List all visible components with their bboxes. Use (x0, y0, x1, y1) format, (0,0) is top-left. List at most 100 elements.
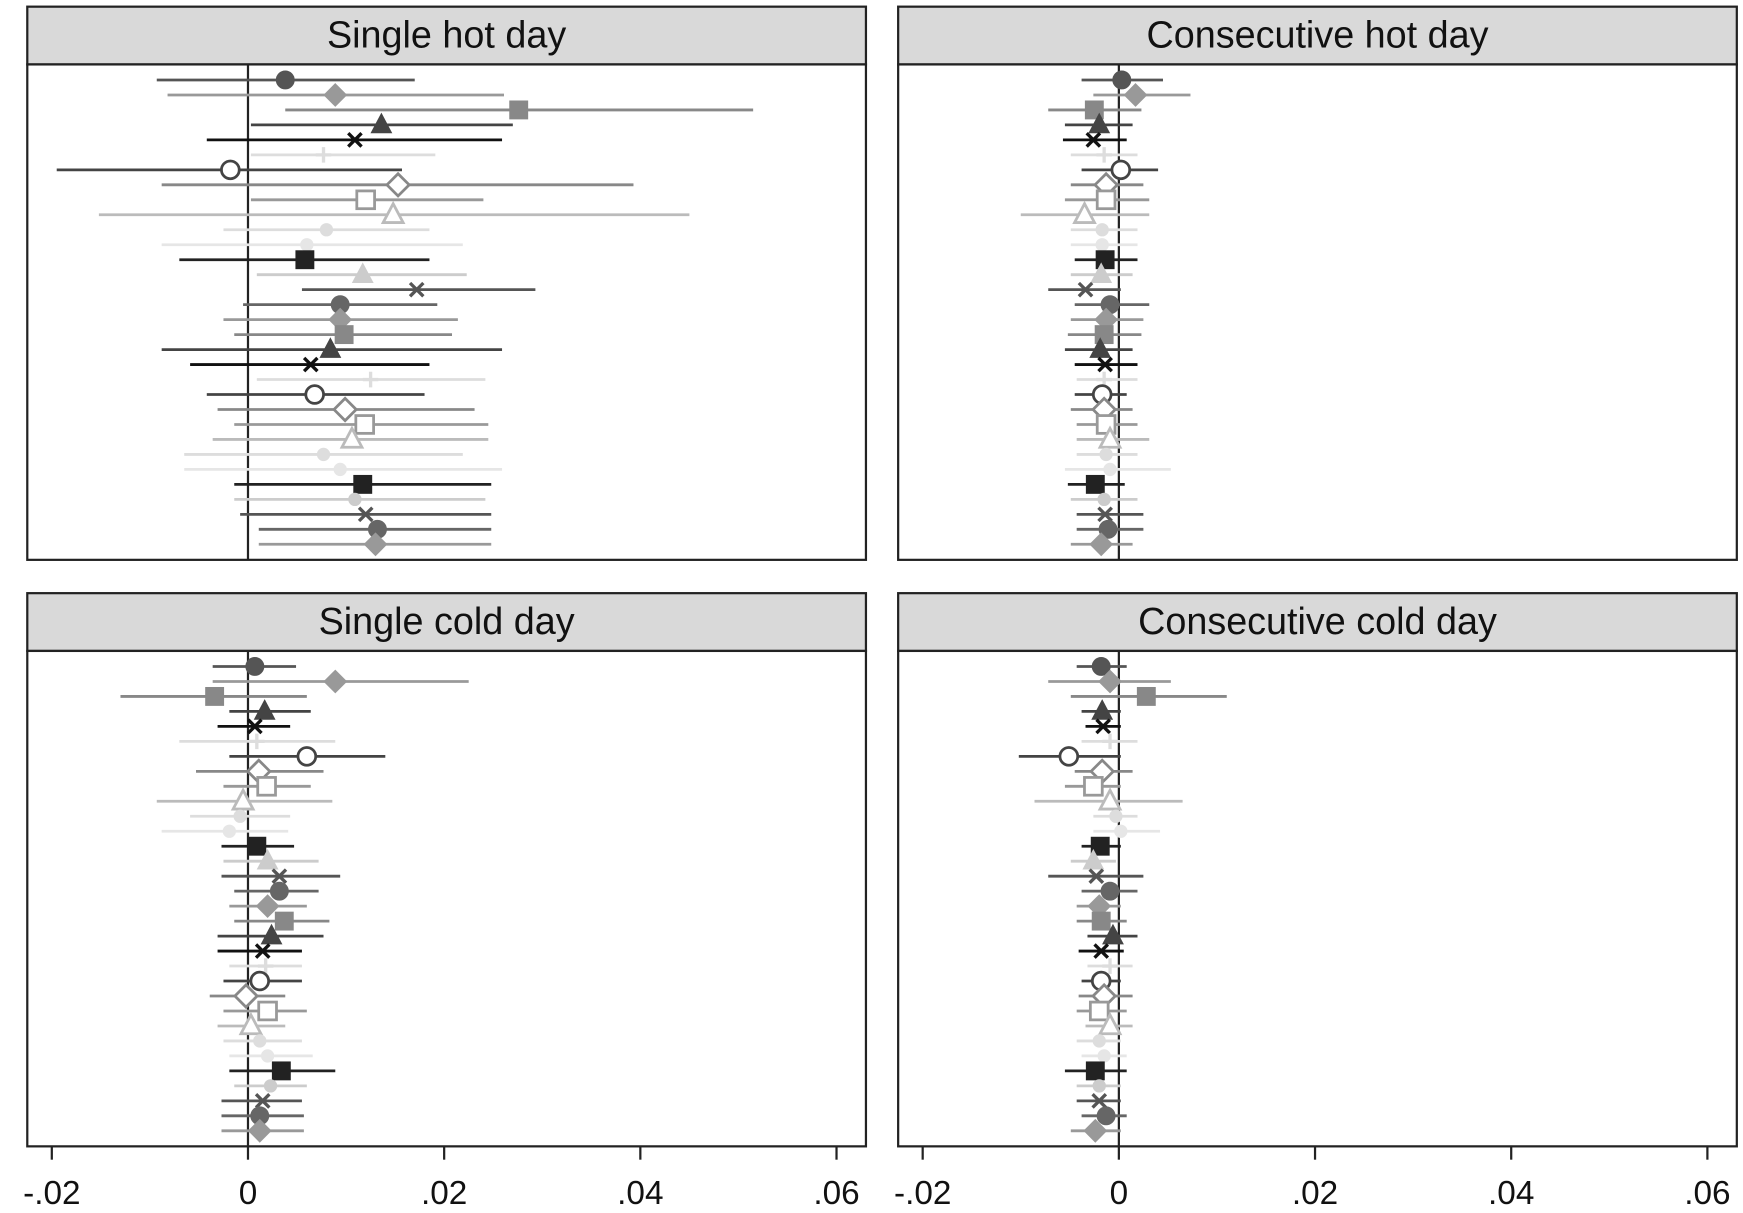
marker (1083, 776, 1104, 797)
marker (249, 733, 265, 750)
marker (319, 223, 334, 237)
marker (384, 171, 412, 198)
marker (362, 371, 379, 388)
x-tick-label: .06 (1684, 1175, 1730, 1212)
marker (333, 462, 347, 477)
marker (408, 281, 425, 298)
marker (257, 958, 274, 974)
panel-title: Single cold day (319, 601, 575, 643)
marker (1136, 686, 1156, 706)
x-tick-label: -.02 (894, 1175, 951, 1212)
marker (230, 787, 256, 811)
marker (256, 776, 277, 797)
marker (222, 824, 237, 838)
marker (1112, 70, 1132, 90)
x-tick-label: .06 (813, 1175, 859, 1212)
marker (205, 686, 225, 706)
marker (1095, 223, 1109, 237)
marker (332, 396, 359, 423)
marker (1082, 848, 1105, 870)
marker (247, 836, 267, 856)
panel-header (26, 592, 868, 653)
marker (1095, 238, 1109, 252)
marker (302, 356, 319, 373)
plot-frame (26, 63, 868, 561)
x-tick-label: .04 (617, 1175, 663, 1212)
marker (1085, 474, 1105, 494)
marker (370, 112, 393, 134)
marker (1091, 699, 1114, 720)
marker (300, 238, 314, 252)
marker (1110, 159, 1132, 181)
marker (296, 746, 318, 767)
marker (1093, 943, 1110, 959)
marker (1088, 1000, 1110, 1022)
marker (1102, 733, 1118, 750)
marker (348, 492, 362, 507)
marker (247, 718, 263, 735)
plot-frame (897, 649, 1738, 1148)
marker (245, 657, 265, 676)
plot-frame (26, 649, 868, 1148)
plot-frame (897, 63, 1738, 561)
marker (304, 384, 325, 405)
marker (1097, 506, 1113, 523)
marker (269, 881, 289, 901)
marker (353, 474, 373, 494)
marker (247, 1118, 272, 1143)
marker (257, 1000, 278, 1022)
marker (1094, 325, 1114, 345)
marker (254, 1093, 271, 1109)
x-tick-label: .02 (421, 1175, 467, 1212)
marker (1097, 425, 1123, 449)
marker (233, 809, 247, 823)
x-tick-label: .04 (1488, 1175, 1534, 1212)
panel: Consecutive hot day (897, 5, 1738, 561)
marker (249, 970, 271, 992)
marker (1095, 718, 1112, 735)
marker (1109, 809, 1123, 823)
marker (256, 848, 279, 870)
x-tick-label: 0 (1110, 1175, 1129, 1212)
marker (253, 699, 276, 720)
marker (253, 1034, 267, 1048)
marker (1103, 462, 1117, 477)
marker (339, 425, 365, 449)
marker (232, 982, 260, 1010)
marker (260, 1049, 275, 1063)
marker (1088, 868, 1105, 885)
marker (274, 911, 294, 931)
marker (275, 70, 295, 90)
marker (1091, 657, 1111, 676)
marker (1102, 923, 1124, 945)
x-tick-label: .02 (1292, 1175, 1338, 1212)
marker (351, 262, 374, 284)
marker (1123, 83, 1148, 107)
marker (1090, 836, 1110, 856)
marker (1098, 669, 1122, 694)
marker (1100, 881, 1120, 901)
marker (1096, 1106, 1116, 1126)
marker (254, 943, 271, 959)
marker (295, 250, 315, 270)
marker (1102, 958, 1118, 974)
panel-header (897, 592, 1738, 653)
marker (1095, 189, 1117, 211)
marker (1092, 1034, 1106, 1048)
marker (315, 147, 332, 163)
panel: Single cold day -.02 0 .02 .04 .06 (23, 592, 868, 1212)
marker (1091, 911, 1111, 931)
marker (1096, 147, 1112, 163)
marker (509, 100, 529, 120)
marker (1098, 519, 1118, 539)
marker (1058, 746, 1080, 767)
marker (271, 868, 288, 885)
marker (220, 159, 241, 181)
marker (380, 200, 406, 224)
panel: Consecutive cold day -.02 0 .02 .04 .06 (894, 592, 1738, 1212)
marker (1114, 824, 1128, 838)
panel-header (897, 5, 1738, 66)
marker (1097, 1049, 1111, 1063)
marker (1091, 1093, 1108, 1109)
